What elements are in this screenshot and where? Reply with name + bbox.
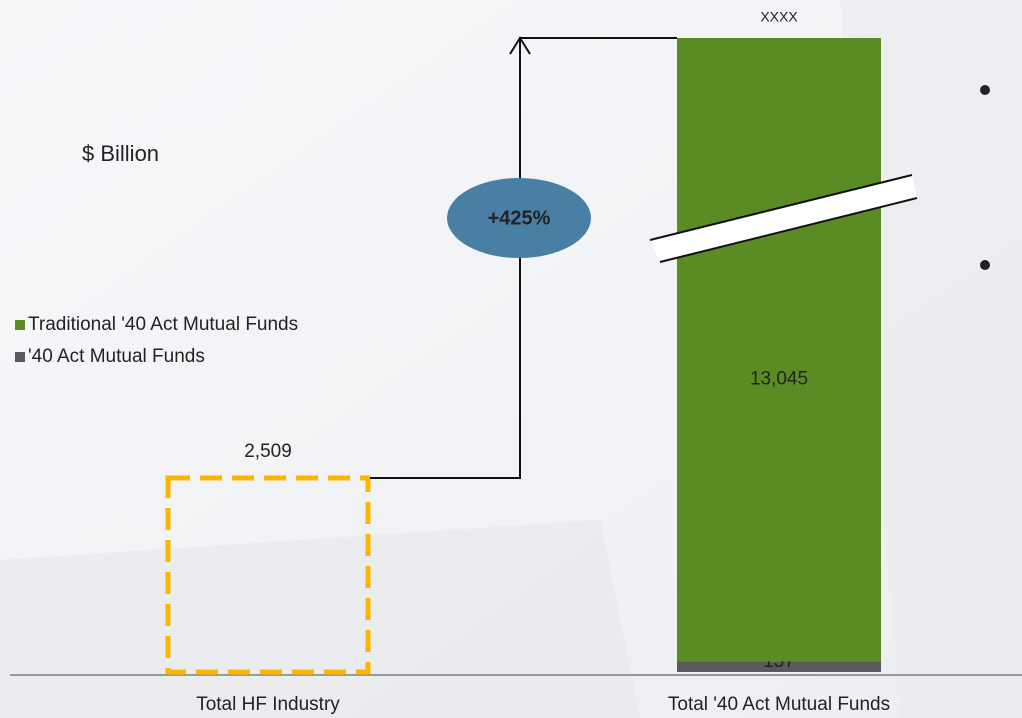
legend-label: '40 Act Mutual Funds (28, 346, 205, 367)
bar-outline (165, 475, 371, 675)
value-label: 2,509 (244, 441, 292, 462)
legend-swatch (15, 320, 25, 330)
background-shape (0, 520, 640, 718)
arrow-head (509, 36, 531, 55)
background-shape (840, 0, 1022, 718)
bullet (980, 260, 990, 270)
axis-break (650, 175, 917, 262)
total-label: XXXX (760, 9, 798, 25)
legend-label: Traditional '40 Act Mutual Funds (28, 314, 298, 335)
bar-segment (677, 661, 881, 672)
unit-label: $ Billion (82, 141, 159, 166)
growth-annotation: +425% (488, 207, 551, 229)
bullet (980, 85, 990, 95)
legend-swatch (15, 352, 25, 362)
x-tick-label: Total HF Industry (196, 694, 340, 715)
growth-badge (447, 178, 591, 258)
x-tick-label: Total '40 Act Mutual Funds (668, 694, 890, 715)
bar-segment (677, 38, 881, 662)
growth-arrow (370, 37, 677, 479)
axis-break-line (659, 197, 918, 263)
value-label: 13,045 (750, 369, 808, 390)
axis-break-line (649, 174, 913, 241)
